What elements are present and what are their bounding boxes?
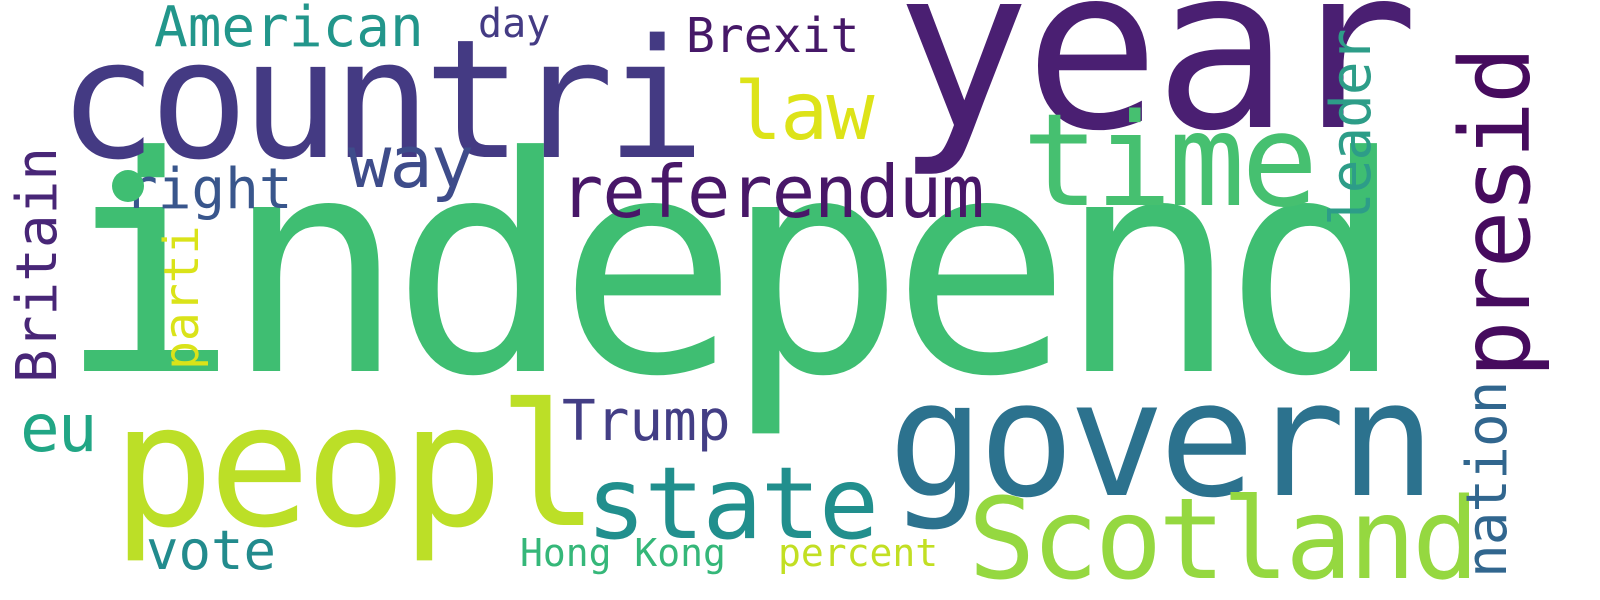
right-word: right [124, 157, 293, 222]
scotland-word: Scotland [968, 475, 1479, 600]
day-word: day [478, 1, 551, 47]
govern-word: govern [888, 346, 1436, 533]
independ-word: independ [58, 93, 1405, 442]
percent-word: percent [778, 531, 939, 575]
law-word: law [734, 65, 874, 158]
leader-word: leader [1319, 29, 1384, 226]
parti-word: parti [154, 225, 210, 371]
peopl-word: peopl [112, 368, 600, 566]
american-word: American [154, 0, 424, 60]
presid-word: presid [1440, 49, 1552, 378]
britain-word: Britain [5, 146, 70, 383]
vote-word: vote [146, 519, 277, 582]
brexit-word: Brexit [686, 8, 860, 64]
hong-kong-word: Hong Kong [520, 531, 726, 575]
referendum-word: referendum [560, 150, 984, 234]
time-word: time [1022, 87, 1318, 236]
state-word: state [586, 445, 879, 562]
way-word: way [348, 120, 474, 204]
nation-word: nation [1455, 381, 1520, 578]
year-word: year [895, 0, 1419, 181]
countri-word: countri [58, 4, 705, 196]
dot-mark [112, 170, 144, 202]
eu-word: eu [20, 390, 97, 467]
trump-word: Trump [562, 389, 731, 454]
